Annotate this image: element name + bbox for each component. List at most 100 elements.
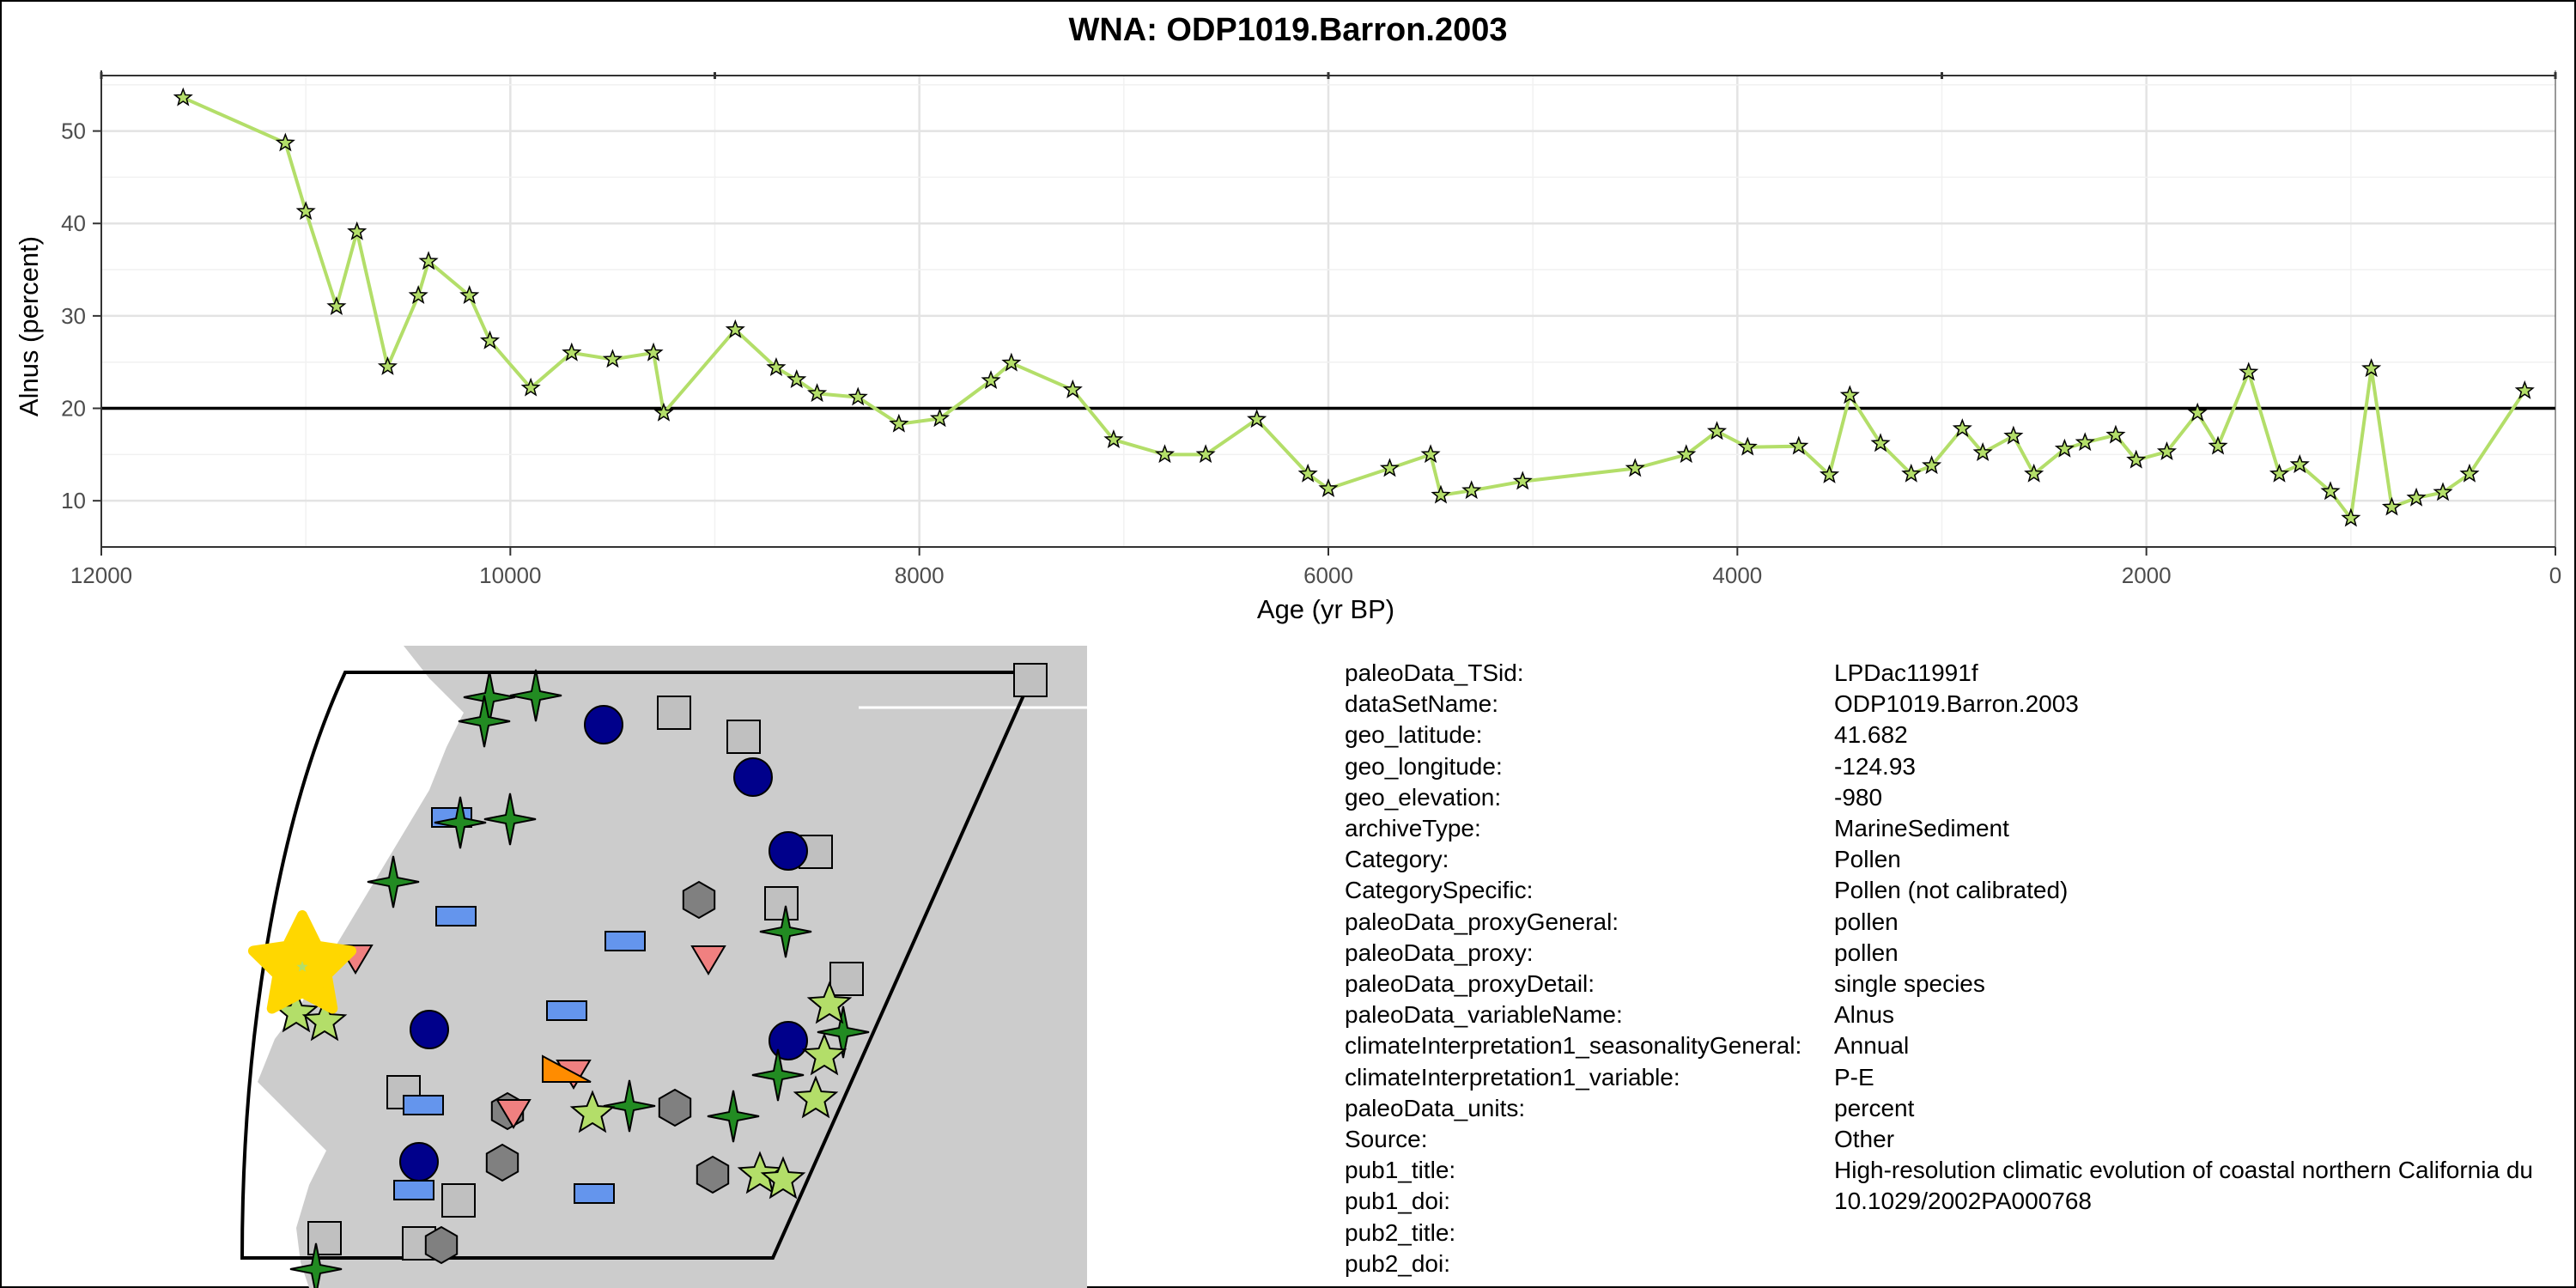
data-point xyxy=(295,201,316,221)
data-point xyxy=(2105,424,2126,444)
metadata-value: 10.1029/2002PA000768 xyxy=(1834,1188,2092,1215)
data-point xyxy=(1870,433,1891,453)
data-point xyxy=(459,285,480,305)
data-point xyxy=(1737,436,1758,456)
metadata-value: -124.93 xyxy=(1834,752,1916,780)
metadata-row: climateInterpretation1_variable: P-E xyxy=(1345,1062,2533,1093)
data-point xyxy=(1379,458,1400,477)
metadata-row: climateInterpretation1_seasonalityGenera… xyxy=(1345,1030,2533,1061)
metadata-key: pub1_doi: xyxy=(1345,1188,1451,1215)
data-point xyxy=(2361,358,2382,378)
site-circle xyxy=(399,1142,439,1182)
site-star4 xyxy=(817,1005,870,1059)
metadata-value: LPDac11991f xyxy=(1834,659,1978,686)
metadata-key: geo_elevation: xyxy=(1345,783,1502,811)
data-point xyxy=(1247,409,1267,428)
data-point xyxy=(1972,442,1993,462)
data-point xyxy=(377,355,398,375)
y-tick-label: 50 xyxy=(61,118,86,144)
data-point xyxy=(766,357,787,376)
metadata-key: paleoData_proxyDetail: xyxy=(1345,970,1595,998)
data-point xyxy=(2187,402,2208,422)
site-star5 xyxy=(569,1090,616,1133)
data-point xyxy=(602,349,623,368)
site-star4 xyxy=(707,1090,760,1143)
data-point xyxy=(643,342,664,361)
data-point xyxy=(1461,480,1482,500)
site-hexagon xyxy=(682,880,716,920)
y-axis-label: Alnus (percent) xyxy=(14,236,44,416)
metadata-row: pub2_title: xyxy=(1345,1218,2533,1249)
metadata-row: Source: Other xyxy=(1345,1124,2533,1155)
data-point xyxy=(326,295,347,315)
land-area xyxy=(258,646,1087,1288)
data-point xyxy=(2208,435,2228,455)
data-point xyxy=(2075,432,2095,452)
metadata-row: archiveType: MarineSediment xyxy=(1345,813,2533,844)
data-point xyxy=(889,413,909,433)
data-point xyxy=(1103,428,1124,448)
y-tick-label: 20 xyxy=(61,396,86,422)
site-rectangle xyxy=(393,1180,434,1200)
data-point xyxy=(1706,421,1728,440)
data-point xyxy=(173,87,193,106)
site-star4 xyxy=(367,855,420,908)
data-point xyxy=(1431,484,1451,504)
x-tick-label: 12000 xyxy=(70,562,132,588)
site-rectangle xyxy=(546,1000,587,1021)
x-tick-label: 10000 xyxy=(479,562,541,588)
site-star5 xyxy=(806,981,853,1024)
metadata-key: Source: xyxy=(1345,1126,1428,1153)
site-star5 xyxy=(301,998,348,1042)
site-square xyxy=(726,720,761,754)
data-point xyxy=(1922,455,1942,475)
data-point xyxy=(2239,361,2259,381)
metadata-key: paleoData_units: xyxy=(1345,1094,1526,1121)
data-point xyxy=(2156,440,2178,460)
metadata-row: Category: Pollen xyxy=(1345,844,2533,875)
data-point xyxy=(1952,418,1972,438)
site-rectangle xyxy=(605,931,646,951)
data-point xyxy=(1789,435,1809,455)
data-point xyxy=(1512,471,1533,490)
site-hexagon xyxy=(658,1088,692,1127)
site-star4 xyxy=(751,1048,805,1102)
metadata-value: P-E xyxy=(1834,1063,1874,1091)
data-point xyxy=(275,132,295,152)
metadata-value: pollen xyxy=(1834,939,1899,966)
metadata-value: -980 xyxy=(1834,783,1883,811)
metadata-key: pub2_title: xyxy=(1345,1218,1456,1246)
site-map xyxy=(240,646,1087,1288)
site-circle xyxy=(769,831,808,871)
site-triangle xyxy=(495,1099,532,1129)
data-point xyxy=(408,285,428,305)
metadata-key: climateInterpretation1_seasonalityGenera… xyxy=(1345,1032,1802,1060)
x-axis-label: Age (yr BP) xyxy=(1257,594,1394,624)
metadata-row: paleoData_proxyDetail: single species xyxy=(1345,969,2533,999)
metadata-key: Category: xyxy=(1345,846,1449,873)
metadata-value: Pollen (not calibrated) xyxy=(1834,877,2069,904)
metadata-key: climateInterpretation1_variable: xyxy=(1345,1063,1680,1091)
metadata-value: pollen xyxy=(1834,908,1899,935)
data-point xyxy=(347,221,368,240)
metadata-value: MarineSediment xyxy=(1834,815,2009,842)
data-point xyxy=(2269,463,2290,483)
metadata-value: Other xyxy=(1834,1126,1895,1153)
site-square xyxy=(657,696,691,730)
metadata-key: archiveType: xyxy=(1345,815,1481,842)
data-point xyxy=(2126,449,2147,469)
data-point xyxy=(2433,482,2453,501)
metadata-key: geo_longitude: xyxy=(1345,752,1503,780)
metadata-key: paleoData_proxyGeneral: xyxy=(1345,908,1619,935)
data-point xyxy=(2003,425,2024,445)
site-star4 xyxy=(458,695,511,748)
data-point xyxy=(2024,463,2044,483)
data-point xyxy=(807,383,828,403)
metadata-row: geo_latitude: 41.682 xyxy=(1345,720,2533,750)
data-point xyxy=(653,402,674,422)
metadata-value: Annual xyxy=(1834,1032,1910,1060)
site-square xyxy=(441,1183,476,1218)
data-point xyxy=(2406,487,2427,507)
site-triangle xyxy=(690,945,726,975)
metadata-row: pub2_doi: xyxy=(1345,1249,2533,1279)
